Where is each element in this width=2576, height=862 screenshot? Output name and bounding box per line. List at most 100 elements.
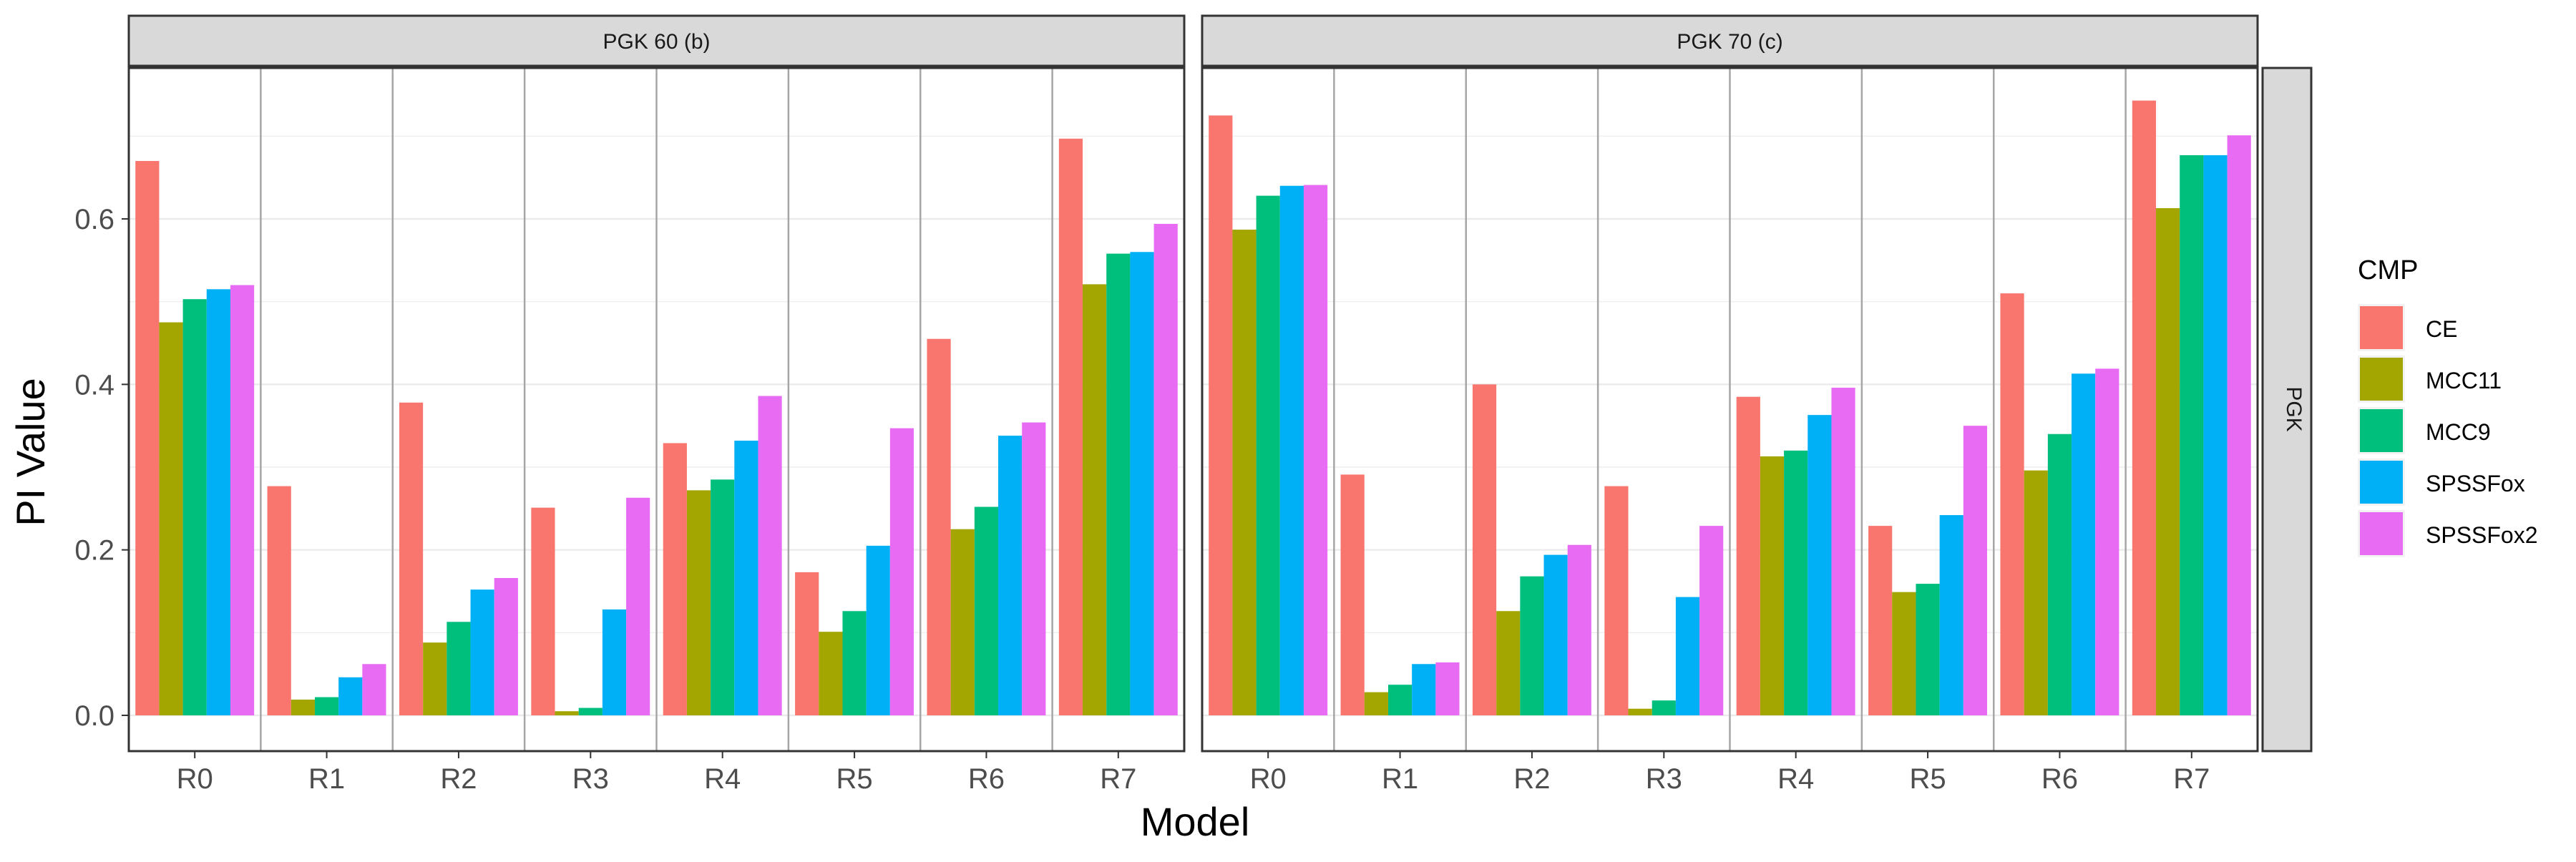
bar-spssfox-r4 bbox=[1807, 415, 1832, 715]
x-tick-label: R4 bbox=[704, 763, 741, 795]
bar-spssfox-r7 bbox=[2203, 155, 2228, 716]
y-tick-label: 0.2 bbox=[74, 535, 114, 567]
panel-strip bbox=[127, 14, 1186, 67]
x-tick-label: R3 bbox=[572, 763, 609, 795]
bar-mcc9-r0 bbox=[182, 299, 207, 715]
bar-spssfox2-r4 bbox=[1831, 387, 1855, 715]
x-tick-label: R5 bbox=[836, 763, 872, 795]
bar-spssfox-r3 bbox=[602, 609, 627, 715]
x-tick-label: R2 bbox=[1513, 763, 1550, 795]
x-tick-label: R1 bbox=[1382, 763, 1418, 795]
bar-mcc11-r5 bbox=[1892, 592, 1916, 715]
bar-spssfox2-r0 bbox=[1303, 185, 1328, 715]
bar-spssfox2-r5 bbox=[889, 428, 914, 715]
bar-mcc11-r6 bbox=[2024, 470, 2048, 715]
bar-spssfox2-r5 bbox=[1963, 426, 1988, 715]
bar-spssfox2-r7 bbox=[2227, 135, 2251, 716]
bar-spssfox2-r7 bbox=[1153, 223, 1178, 715]
bar-spssfox2-r3 bbox=[1699, 526, 1724, 715]
bar-spssfox2-r1 bbox=[362, 664, 386, 715]
legend-label-spssfox2: SPSSFox2 bbox=[2426, 522, 2538, 548]
x-tick-label: R0 bbox=[1250, 763, 1287, 795]
y-tick-label: 0.6 bbox=[74, 204, 114, 235]
legend-title: CMP bbox=[2358, 255, 2418, 285]
bar-mcc11-r2 bbox=[423, 642, 447, 715]
bar-mcc9-r6 bbox=[2047, 434, 2072, 715]
x-tick-label: R2 bbox=[440, 763, 477, 795]
bar-spssfox-r3 bbox=[1675, 597, 1700, 715]
bar-mcc9-r5 bbox=[842, 611, 867, 715]
bar-mcc9-r4 bbox=[1784, 450, 1808, 715]
bar-mcc9-r1 bbox=[1387, 685, 1413, 715]
bar-spssfox2-r6 bbox=[2095, 368, 2119, 715]
bar-spssfox-r0 bbox=[1279, 185, 1304, 715]
bar-spssfox-r6 bbox=[2072, 373, 2096, 715]
x-tick-label: R1 bbox=[308, 763, 345, 795]
bar-spssfox-r0 bbox=[206, 289, 230, 716]
bar-spssfox-r1 bbox=[1412, 664, 1436, 715]
bar-ce-r0 bbox=[135, 161, 160, 716]
bar-mcc9-r3 bbox=[1652, 700, 1676, 715]
legend: CMP CE MCC11 MCC9 SPSSFox SPSSFox2 bbox=[2358, 255, 2538, 557]
bar-spssfox2-r4 bbox=[758, 396, 782, 715]
bar-mcc11-r3 bbox=[1628, 708, 1652, 715]
bar-ce-r6 bbox=[927, 338, 951, 715]
right-strip-label: PGK bbox=[2282, 386, 2306, 431]
bar-ce-r1 bbox=[267, 486, 291, 715]
bar-spssfox-r5 bbox=[1939, 515, 1963, 715]
bar-ce-r0 bbox=[1209, 115, 1233, 715]
bar-spssfox-r7 bbox=[1130, 252, 1154, 715]
x-tick-label: R6 bbox=[968, 763, 1005, 795]
bar-mcc9-r1 bbox=[314, 697, 339, 715]
bar-mcc11-r4 bbox=[686, 490, 711, 715]
bar-ce-r7 bbox=[2132, 100, 2157, 715]
panel-border bbox=[1201, 67, 2259, 753]
bar-mcc11-r0 bbox=[159, 322, 183, 715]
bar-ce-r4 bbox=[663, 443, 687, 715]
bar-spssfox2-r1 bbox=[1435, 662, 1460, 715]
legend-key-spssfox2 bbox=[2360, 512, 2403, 555]
panel-border bbox=[127, 67, 1186, 753]
y-tick-label: 0.4 bbox=[74, 369, 114, 401]
panel-strip bbox=[1201, 14, 2259, 67]
x-tick-label: R6 bbox=[2041, 763, 2078, 795]
bar-mcc11-r7 bbox=[2156, 207, 2180, 715]
y-axis: 0.0 0.2 0.4 0.6 bbox=[74, 204, 129, 732]
bar-ce-r6 bbox=[2000, 293, 2024, 716]
bar-ce-r5 bbox=[1868, 526, 1893, 715]
bar-mcc11-r4 bbox=[1760, 456, 1785, 715]
panel-strip-label: PGK 60 (b) bbox=[602, 30, 710, 54]
bar-spssfox2-r3 bbox=[626, 497, 650, 715]
x-tick-label: R3 bbox=[1646, 763, 1682, 795]
bar-mcc11-r0 bbox=[1232, 230, 1257, 716]
legend-key-mcc9 bbox=[2360, 409, 2403, 452]
x-tick-label: R0 bbox=[177, 763, 213, 795]
right-strip: PGK bbox=[2261, 67, 2313, 753]
x-tick-label: R7 bbox=[2173, 763, 2210, 795]
bar-spssfox-r1 bbox=[338, 677, 363, 715]
bar-ce-r2 bbox=[399, 402, 424, 715]
legend-key-ce bbox=[2360, 306, 2403, 349]
bar-ce-r4 bbox=[1736, 396, 1760, 715]
panel-strip-label: PGK 70 (c) bbox=[1677, 30, 1782, 54]
bar-mcc9-r7 bbox=[1106, 253, 1131, 716]
bar-ce-r1 bbox=[1340, 474, 1365, 715]
x-tick-label: R7 bbox=[1100, 763, 1136, 795]
bar-mcc11-r1 bbox=[291, 700, 315, 715]
bar-mcc11-r2 bbox=[1496, 611, 1521, 715]
bar-spssfox-r2 bbox=[470, 589, 494, 715]
panel-1: PGK 60 (b) R0 R1 R2 R3 R4 R5 R6 R7 bbox=[127, 14, 1186, 795]
bar-mcc11-r5 bbox=[819, 632, 843, 715]
bar-spssfox2-r6 bbox=[1022, 422, 1046, 715]
x-tick-label: R5 bbox=[1909, 763, 1946, 795]
bar-mcc9-r4 bbox=[711, 479, 735, 715]
bar-ce-r2 bbox=[1472, 384, 1497, 715]
legend-key-mcc11 bbox=[2360, 358, 2403, 401]
y-tick-label: 0.0 bbox=[74, 700, 114, 732]
bar-mcc9-r2 bbox=[447, 622, 471, 715]
bar-spssfox2-r2 bbox=[494, 577, 518, 715]
bar-mcc9-r5 bbox=[1916, 584, 1940, 715]
bar-spssfox2-r0 bbox=[230, 285, 255, 715]
bar-ce-r3 bbox=[1604, 486, 1629, 715]
